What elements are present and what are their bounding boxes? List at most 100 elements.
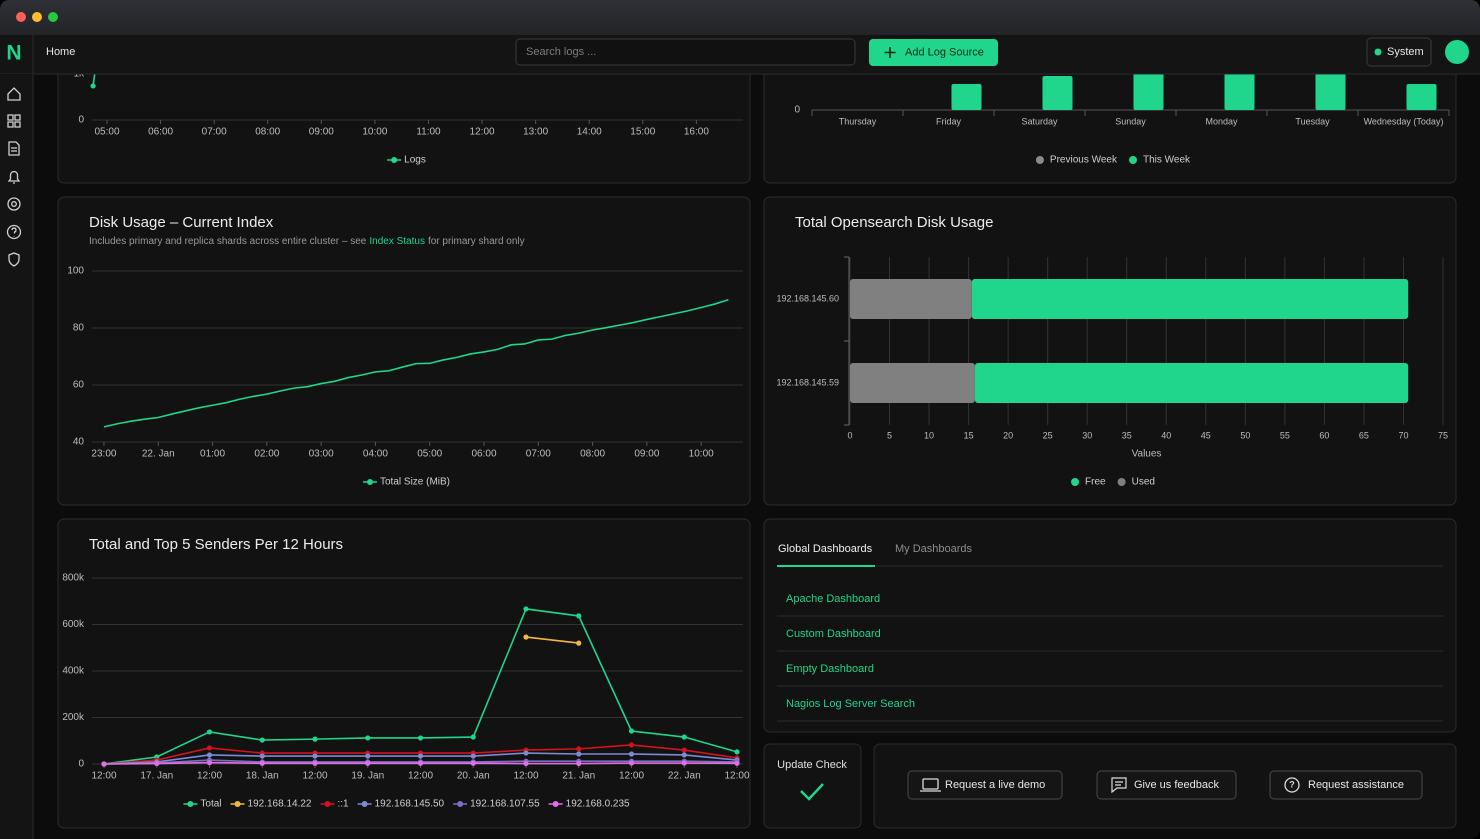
dashboards-icon[interactable] xyxy=(7,114,21,128)
sidebar-icons xyxy=(6,87,22,267)
button-label[interactable]: System xyxy=(1387,46,1424,58)
legend-marker xyxy=(1117,478,1126,486)
bar xyxy=(1224,74,1255,110)
dashboard-link[interactable]: Nagios Log Server Search xyxy=(786,698,915,710)
data-point xyxy=(417,753,424,759)
bar-segment xyxy=(850,363,975,403)
tab[interactable]: Global Dashboards xyxy=(778,543,873,555)
x-tick-label: 10 xyxy=(924,430,934,440)
x-tick-label: 22. Jan xyxy=(668,771,701,782)
x-tick-label: 08:00 xyxy=(580,449,605,460)
dashboard-link[interactable]: Custom Dashboard xyxy=(786,628,881,640)
close-button[interactable] xyxy=(16,12,26,22)
x-tick-label: 12:00 xyxy=(470,127,495,138)
x-tick-label: 0 xyxy=(847,430,852,440)
alerts-icon[interactable] xyxy=(7,170,21,184)
dashboard-link[interactable]: Empty Dashboard xyxy=(786,663,874,675)
status-dot xyxy=(1374,48,1382,56)
data-point xyxy=(206,729,213,735)
x-tick-label: 17. Jan xyxy=(140,771,173,782)
button-label[interactable]: Add Log Source xyxy=(905,46,984,58)
y-tick-label: 0 xyxy=(794,105,800,116)
data-point xyxy=(259,753,265,759)
button[interactable] xyxy=(1269,770,1423,800)
legend-item: 192.168.145.50 xyxy=(357,799,445,810)
legend: Free Used xyxy=(1071,477,1155,488)
x-tick-label: 19. Jan xyxy=(351,771,384,782)
security-icon[interactable] xyxy=(8,252,20,267)
legend-label: Logs xyxy=(404,155,426,166)
x-tick-label: 05:00 xyxy=(417,449,442,460)
button[interactable] xyxy=(907,770,1063,800)
bar-segment xyxy=(971,279,1409,319)
subtitle-text: for primary shard only xyxy=(428,236,525,247)
x-tick-label: 30 xyxy=(1082,430,1092,440)
home-icon[interactable] xyxy=(7,87,21,101)
system-button[interactable] xyxy=(1366,37,1432,67)
bar xyxy=(1406,84,1437,110)
breadcrumb[interactable]: Home xyxy=(46,46,75,58)
search-box[interactable] xyxy=(515,38,856,66)
data-point xyxy=(576,613,582,619)
dashboard-link[interactable]: Apache Dashboard xyxy=(786,593,880,605)
legend-marker xyxy=(366,479,373,485)
x-tick-label: Friday xyxy=(936,116,962,126)
help-icon[interactable] xyxy=(6,224,22,240)
x-tick-label: 06:00 xyxy=(471,449,496,460)
x-tick-label: 15:00 xyxy=(630,127,655,138)
panel xyxy=(763,518,1457,733)
legend-label: ::1 xyxy=(337,799,349,810)
help-glyph xyxy=(11,227,17,237)
button-label[interactable]: Request assistance xyxy=(1308,779,1404,791)
sidebar xyxy=(0,74,33,839)
tab[interactable]: My Dashboards xyxy=(895,543,973,555)
update-title: Update Check xyxy=(777,759,847,771)
x-tick-label: 50 xyxy=(1240,430,1250,440)
maximize-button[interactable] xyxy=(48,12,58,22)
legend-item: 192.168.107.55 xyxy=(453,799,540,810)
x-tick-label: 12:00 xyxy=(513,771,538,782)
y-tick-label: 200k xyxy=(62,712,85,723)
legend-label: 192.168.107.55 xyxy=(470,799,540,810)
panel xyxy=(57,196,751,506)
x-tick-label: 09:00 xyxy=(634,449,659,460)
data-point xyxy=(470,760,476,766)
x-tick-label: 18. Jan xyxy=(246,771,279,782)
x-tick-label: 60 xyxy=(1319,430,1329,440)
x-tick-label: 12:00 xyxy=(302,771,327,782)
button-label[interactable]: Request a live demo xyxy=(945,779,1045,791)
legend-marker xyxy=(324,801,331,807)
data-point xyxy=(90,83,96,89)
chart-title: Total Opensearch Disk Usage xyxy=(795,214,993,231)
minimize-button[interactable] xyxy=(32,12,42,22)
series-line xyxy=(103,299,729,428)
y-tick-label: 600k xyxy=(62,619,85,630)
y-tick-label: 60 xyxy=(73,380,85,391)
button[interactable] xyxy=(1096,770,1237,800)
settings-icon[interactable] xyxy=(7,197,21,211)
avatar[interactable] xyxy=(1445,40,1469,64)
legend: Total Size (MiB) xyxy=(362,477,450,488)
logo[interactable]: N xyxy=(6,42,21,65)
x-tick-label: 12:00 xyxy=(91,771,116,782)
reports-icon[interactable] xyxy=(8,141,20,156)
button-label[interactable]: Give us feedback xyxy=(1134,779,1219,791)
add-log-source-button[interactable] xyxy=(869,39,998,66)
x-tick-label: 12:00 xyxy=(724,771,749,782)
x-tick-label: 15 xyxy=(964,430,974,440)
subtitle-link[interactable]: Index Status xyxy=(369,236,425,247)
data-point xyxy=(523,606,529,612)
legend-item: Total Size (MiB) xyxy=(362,477,450,488)
x-tick-label: 12:00 xyxy=(619,771,644,782)
legend: Total 192.168.14.22::1 192.168.145.50 192.1… xyxy=(183,799,630,810)
legend-marker xyxy=(361,801,368,807)
legend-label: Used xyxy=(1132,477,1155,488)
x-tick-label: 20. Jan xyxy=(457,771,490,782)
data-point xyxy=(576,751,582,757)
data-point xyxy=(681,747,687,753)
x-tick-label: Tuesday xyxy=(1295,116,1330,126)
y-tick-label: 1k xyxy=(73,69,85,80)
x-tick-label: 65 xyxy=(1359,430,1369,440)
settings-icon xyxy=(11,201,17,207)
